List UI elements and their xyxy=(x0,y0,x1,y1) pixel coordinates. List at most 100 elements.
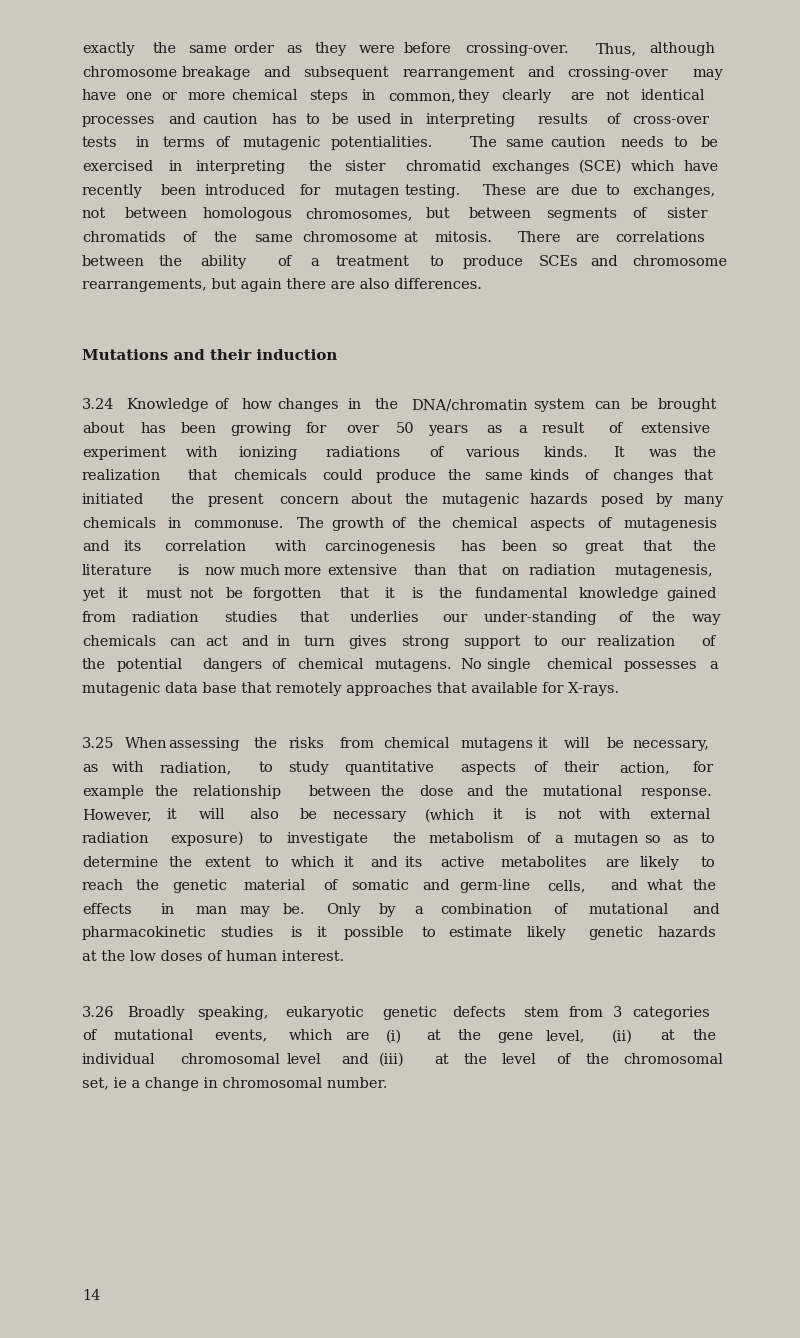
Text: somatic: somatic xyxy=(351,879,410,894)
Text: how: how xyxy=(242,399,272,412)
Text: speaking,: speaking, xyxy=(198,1006,269,1020)
Text: under-standing: under-standing xyxy=(483,611,597,625)
Text: kinds: kinds xyxy=(530,470,570,483)
Text: as: as xyxy=(486,421,502,436)
Text: These: These xyxy=(482,183,526,198)
Text: the: the xyxy=(158,254,182,269)
Text: and: and xyxy=(342,1053,369,1066)
Text: way: way xyxy=(692,611,722,625)
Text: result: result xyxy=(542,421,585,436)
Text: radiation: radiation xyxy=(528,563,596,578)
Text: the: the xyxy=(308,161,332,174)
Text: to: to xyxy=(701,832,715,846)
Text: that: that xyxy=(340,587,370,602)
Text: the: the xyxy=(254,737,278,752)
Text: been: been xyxy=(181,421,217,436)
Text: subsequent: subsequent xyxy=(303,66,389,80)
Text: may: may xyxy=(692,66,723,80)
Text: for: for xyxy=(692,761,714,775)
Text: have: have xyxy=(684,161,718,174)
Text: cells,: cells, xyxy=(548,879,586,894)
Text: over: over xyxy=(346,421,379,436)
Text: same: same xyxy=(254,231,293,245)
Text: will: will xyxy=(199,808,226,823)
Text: about: about xyxy=(82,421,124,436)
Text: that: that xyxy=(684,470,714,483)
Text: is: is xyxy=(290,926,302,941)
Text: material: material xyxy=(244,879,306,894)
Text: mutagenesis: mutagenesis xyxy=(623,516,718,531)
Text: could: could xyxy=(322,470,362,483)
Text: Broadly: Broadly xyxy=(127,1006,184,1020)
Text: chromosomal: chromosomal xyxy=(623,1053,723,1066)
Text: radiation,: radiation, xyxy=(159,761,232,775)
Text: 14: 14 xyxy=(82,1288,100,1303)
Text: is: is xyxy=(178,563,190,578)
Text: to: to xyxy=(422,926,437,941)
Text: not: not xyxy=(558,808,582,823)
Text: has: has xyxy=(140,421,166,436)
Text: from: from xyxy=(82,611,117,625)
Text: in: in xyxy=(168,516,182,531)
Text: studies: studies xyxy=(224,611,278,625)
Text: produce: produce xyxy=(462,254,524,269)
Text: tests: tests xyxy=(82,136,118,150)
Text: the: the xyxy=(136,879,160,894)
Text: it: it xyxy=(538,737,548,752)
Text: aspects: aspects xyxy=(529,516,585,531)
Text: which: which xyxy=(631,161,675,174)
Text: rearrangement: rearrangement xyxy=(402,66,515,80)
Text: a: a xyxy=(310,254,319,269)
Text: chromosomes,: chromosomes, xyxy=(306,207,413,221)
Text: likely: likely xyxy=(640,855,680,870)
Text: quantitative: quantitative xyxy=(344,761,434,775)
Text: may: may xyxy=(239,903,270,917)
Text: with: with xyxy=(274,541,307,554)
Text: also: also xyxy=(250,808,279,823)
Text: defects: defects xyxy=(453,1006,506,1020)
Text: growing: growing xyxy=(230,421,292,436)
Text: single: single xyxy=(486,658,530,672)
Text: underlies: underlies xyxy=(350,611,419,625)
Text: eukaryotic: eukaryotic xyxy=(286,1006,364,1020)
Text: identical: identical xyxy=(641,90,705,103)
Text: the: the xyxy=(504,784,528,799)
Text: in: in xyxy=(400,112,414,127)
Text: of: of xyxy=(609,421,622,436)
Text: mutational: mutational xyxy=(588,903,669,917)
Text: use.: use. xyxy=(254,516,284,531)
Text: likely: likely xyxy=(527,926,566,941)
Text: effects: effects xyxy=(82,903,132,917)
Text: steps: steps xyxy=(309,90,348,103)
Text: metabolism: metabolism xyxy=(429,832,514,846)
Text: be.: be. xyxy=(283,903,306,917)
Text: level,: level, xyxy=(546,1029,586,1044)
Text: its: its xyxy=(405,855,423,870)
Text: to: to xyxy=(258,832,274,846)
Text: extent: extent xyxy=(204,855,250,870)
Text: what: what xyxy=(647,879,683,894)
Text: can: can xyxy=(170,634,196,649)
Text: 3.26: 3.26 xyxy=(82,1006,114,1020)
Text: extensive: extensive xyxy=(327,563,397,578)
Text: our: our xyxy=(561,634,586,649)
Text: that: that xyxy=(458,563,487,578)
Text: studies: studies xyxy=(221,926,274,941)
Text: between: between xyxy=(82,254,145,269)
Text: by: by xyxy=(379,903,397,917)
Text: from: from xyxy=(340,737,375,752)
Text: 50: 50 xyxy=(396,421,414,436)
Text: processes: processes xyxy=(82,112,155,127)
Text: testing.: testing. xyxy=(404,183,461,198)
Text: a: a xyxy=(414,903,423,917)
Text: knowledge: knowledge xyxy=(579,587,659,602)
Text: treatment: treatment xyxy=(335,254,410,269)
Text: of: of xyxy=(606,112,621,127)
Text: relationship: relationship xyxy=(193,784,282,799)
Text: it: it xyxy=(166,808,177,823)
Text: must: must xyxy=(145,587,182,602)
Text: chromatid: chromatid xyxy=(405,161,481,174)
Text: mutagen: mutagen xyxy=(334,183,400,198)
Text: chemical: chemical xyxy=(231,90,298,103)
Text: mutational: mutational xyxy=(542,784,622,799)
